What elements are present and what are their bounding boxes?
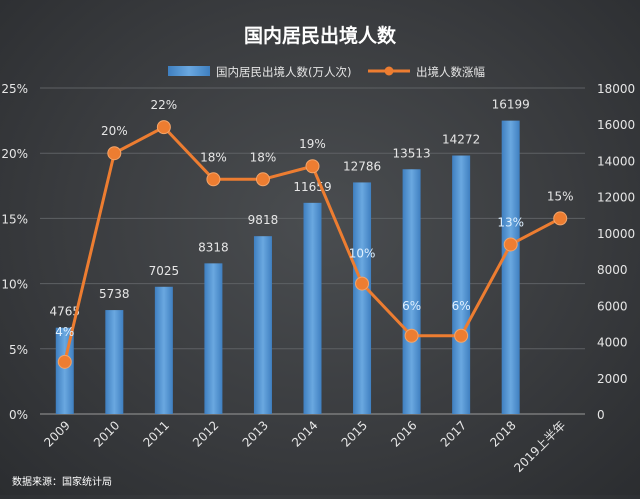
- line-data-label: 18%: [250, 150, 277, 164]
- line-data-label: 4%: [55, 325, 74, 339]
- line-point: [57, 354, 72, 369]
- x-tick-label: 2013: [240, 418, 271, 449]
- bar: [452, 155, 471, 414]
- y-left-tick-label: 20%: [1, 147, 28, 161]
- bar: [303, 202, 322, 414]
- y-right-tick-label: 8000: [597, 263, 628, 277]
- bar-data-label: 16199: [492, 98, 530, 112]
- x-tick-label: 2009: [41, 418, 72, 449]
- legend-swatch-bar: [168, 66, 210, 76]
- line-point: [206, 172, 221, 187]
- y-right-tick-label: 14000: [597, 154, 635, 168]
- line-data-label: 6%: [402, 299, 421, 313]
- source-note: 数据来源：国家统计局: [12, 475, 112, 488]
- line-data-label: 22%: [151, 98, 178, 112]
- legend-label-bar: 国内居民出境人数(万人次): [216, 65, 351, 79]
- line-point: [553, 211, 568, 226]
- bar: [402, 169, 421, 414]
- line-data-label: 13%: [497, 215, 524, 229]
- line-data-label: 15%: [547, 189, 574, 203]
- x-tick-label: 2015: [339, 418, 370, 449]
- x-tick-label: 2016: [388, 418, 419, 449]
- y-right-tick-label: 6000: [597, 299, 628, 313]
- bar: [105, 310, 124, 414]
- x-tick-label: 2010: [91, 418, 122, 449]
- bar-data-label: 9818: [248, 213, 279, 227]
- x-tick-label: 2018: [487, 418, 518, 449]
- legend: 国内居民出境人数(万人次) 出境人数涨幅: [168, 65, 485, 79]
- x-tick-label: 2011: [140, 418, 171, 449]
- bar: [154, 286, 173, 414]
- line-data-label: 6%: [452, 299, 471, 313]
- y-right-tick-label: 2000: [597, 372, 628, 386]
- bar: [501, 120, 520, 415]
- y-right-tick-label: 4000: [597, 336, 628, 350]
- x-tick-label: 2012: [190, 418, 221, 449]
- y-right-tick-label: 10000: [597, 227, 635, 241]
- y-right-tick-label: 12000: [597, 191, 635, 205]
- bar-series: 4765 5738 7025 8318 9818 11659 12786 13513 14272…: [49, 98, 530, 415]
- line-point: [305, 159, 320, 174]
- y-right-tick-label: 18000: [597, 82, 635, 96]
- legend-marker-line: [384, 66, 394, 76]
- chart-title: 国内居民出境人数: [244, 24, 397, 47]
- line-point: [156, 120, 171, 135]
- bar-data-label: 13513: [392, 146, 430, 160]
- bar-data-label: 7025: [149, 264, 180, 278]
- x-tick-label: 2014: [289, 418, 320, 449]
- line-data-label: 18%: [200, 150, 227, 164]
- bar: [253, 236, 272, 414]
- bar: [204, 263, 223, 414]
- y-left-tick-label: 10%: [1, 278, 28, 292]
- bar-data-label: 12786: [343, 159, 381, 173]
- x-tick-label: 2019上半年: [511, 418, 568, 475]
- line-point: [503, 237, 518, 252]
- y-left-tick-label: 15%: [1, 212, 28, 226]
- line-point: [355, 276, 370, 291]
- line-series: 4% 20% 22% 18% 18% 19% 10% 6% 6% 13% 15%: [55, 98, 574, 369]
- legend-label-line: 出境人数涨幅: [416, 65, 485, 79]
- line-point: [404, 328, 419, 343]
- y-left-tick-label: 25%: [1, 82, 28, 96]
- bar-data-label: 11659: [293, 180, 331, 194]
- y-left-tick-label: 5%: [9, 343, 28, 357]
- line-point: [107, 146, 122, 161]
- bar-data-label: 4765: [49, 305, 80, 319]
- bar-data-label: 8318: [198, 240, 229, 254]
- bar: [353, 182, 372, 414]
- line-point: [454, 328, 469, 343]
- line-data-label: 10%: [349, 247, 376, 261]
- line-data-label: 19%: [299, 137, 326, 151]
- y-right-tick-label: 16000: [597, 118, 635, 132]
- y-left-tick-label: 0%: [9, 408, 28, 422]
- line-point: [255, 172, 270, 187]
- y-right-tick-label: 0: [597, 408, 605, 422]
- bar-data-label: 14272: [442, 133, 480, 147]
- x-tick-label: 2017: [438, 418, 469, 449]
- bar-data-label: 5738: [99, 287, 130, 301]
- line-data-label: 20%: [101, 124, 128, 138]
